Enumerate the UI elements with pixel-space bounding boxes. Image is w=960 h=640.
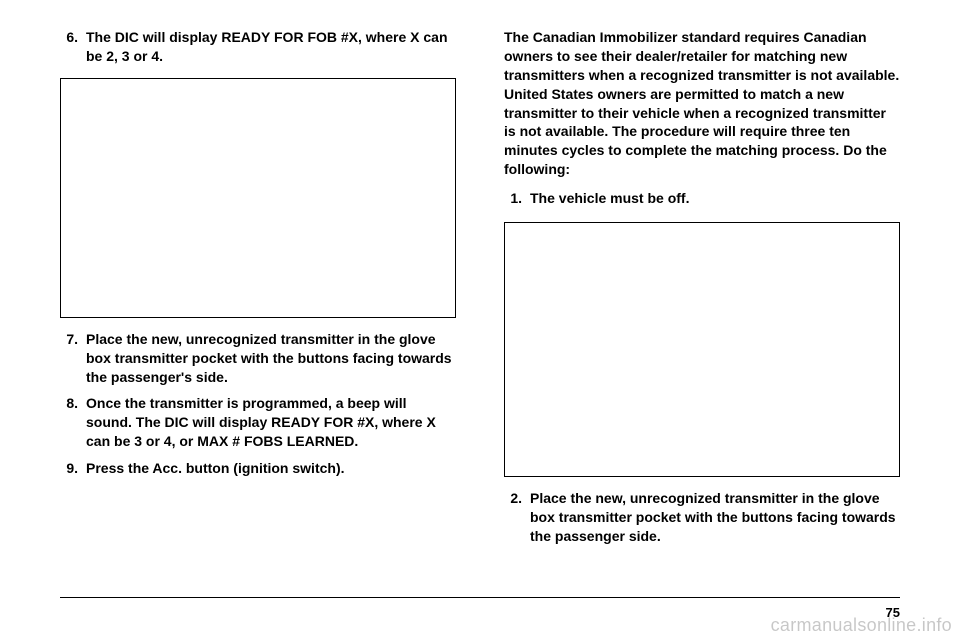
list-number: 6. <box>60 28 86 66</box>
left-column: 6. The DIC will display READY FOR FOB #X… <box>60 28 456 620</box>
list-item: 9. Press the Acc. button (ignition switc… <box>60 459 456 478</box>
list-text: Place the new, unrecognized transmitter … <box>86 330 456 387</box>
list-item: 1. The vehicle must be off. <box>504 189 900 208</box>
list-text: The DIC will display READY FOR FOB #X, w… <box>86 28 456 66</box>
list-text: Once the transmitter is programmed, a be… <box>86 394 456 451</box>
list-number: 7. <box>60 330 86 387</box>
list-item: 7. Place the new, unrecognized transmitt… <box>60 330 456 387</box>
list-text: Place the new, unrecognized transmitter … <box>530 489 900 546</box>
footer-rule <box>60 597 900 598</box>
watermark: carmanualsonline.info <box>771 615 952 636</box>
list-text: The vehicle must be off. <box>530 189 900 208</box>
intro-paragraph: The Canadian Immobilizer standard requir… <box>504 28 900 179</box>
list-text: Press the Acc. button (ignition switch). <box>86 459 456 478</box>
illustration-placeholder <box>504 222 900 477</box>
list-item: 6. The DIC will display READY FOR FOB #X… <box>60 28 456 66</box>
right-column: The Canadian Immobilizer standard requir… <box>504 28 900 620</box>
list-item: 8. Once the transmitter is programmed, a… <box>60 394 456 451</box>
page-container: 6. The DIC will display READY FOR FOB #X… <box>0 0 960 640</box>
list-number: 8. <box>60 394 86 451</box>
illustration-placeholder <box>60 78 456 318</box>
list-number: 1. <box>504 189 530 208</box>
list-item: 2. Place the new, unrecognized transmitt… <box>504 489 900 546</box>
list-number: 9. <box>60 459 86 478</box>
list-number: 2. <box>504 489 530 546</box>
